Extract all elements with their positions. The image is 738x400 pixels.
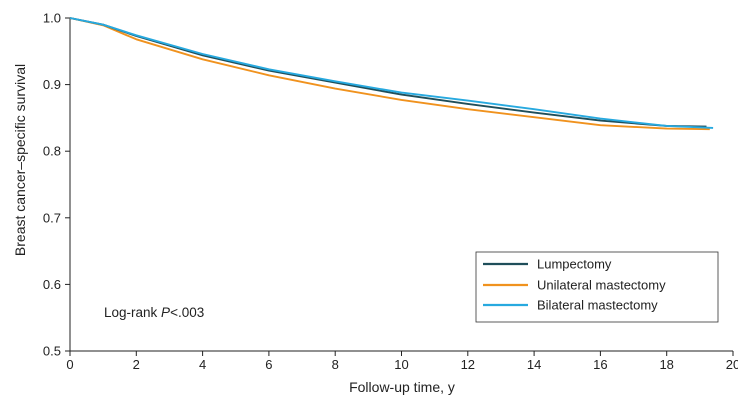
series-lines [69, 17, 714, 131]
legend-label: Lumpectomy [537, 257, 612, 272]
annotation-suffix: <.003 [170, 305, 204, 320]
y-tick-label: 1.0 [43, 11, 61, 26]
x-tick-label: 20 [726, 357, 738, 372]
legend-label: Unilateral mastectomy [537, 278, 666, 293]
legend: Lumpectomy Unilateral mastectomy Bilateral… [475, 251, 719, 323]
x-tick-label: 14 [527, 357, 541, 372]
ticks: 0 2 4 6 8 10 12 14 16 18 20 0.5 0.6 0.7 0.8 0.9 1.0 [43, 11, 738, 373]
x-tick-label: 18 [659, 357, 673, 372]
x-tick-label: 8 [332, 357, 339, 372]
x-tick-label: 12 [461, 357, 475, 372]
x-tick-label: 6 [265, 357, 272, 372]
y-tick-label: 0.5 [43, 344, 61, 359]
series-line-bilateral-mastectomy [69, 17, 714, 129]
annotation-p: P [161, 305, 170, 320]
y-axis-label: Breast cancer–specific survival [12, 64, 28, 256]
y-tick-label: 0.8 [43, 144, 61, 159]
x-tick-label: 10 [394, 357, 408, 372]
x-tick-label: 4 [199, 357, 206, 372]
x-tick-label: 16 [593, 357, 607, 372]
series-line-unilateral-mastectomy [69, 17, 710, 131]
annotation-prefix: Log-rank [104, 305, 161, 320]
x-tick-label: 2 [133, 357, 140, 372]
x-tick-label: 0 [66, 357, 73, 372]
series-line-lumpectomy [69, 17, 707, 128]
y-tick-label: 0.6 [43, 277, 61, 292]
x-axis-label: Follow-up time, y [349, 379, 455, 395]
y-axis-title: Breast cancer–specific survival [12, 64, 28, 256]
y-tick-label: 0.9 [43, 77, 61, 92]
log-rank-annotation: Log-rank P<.003 [104, 305, 204, 320]
legend-label: Bilateral mastectomy [537, 298, 658, 313]
y-tick-label: 0.7 [43, 210, 61, 225]
